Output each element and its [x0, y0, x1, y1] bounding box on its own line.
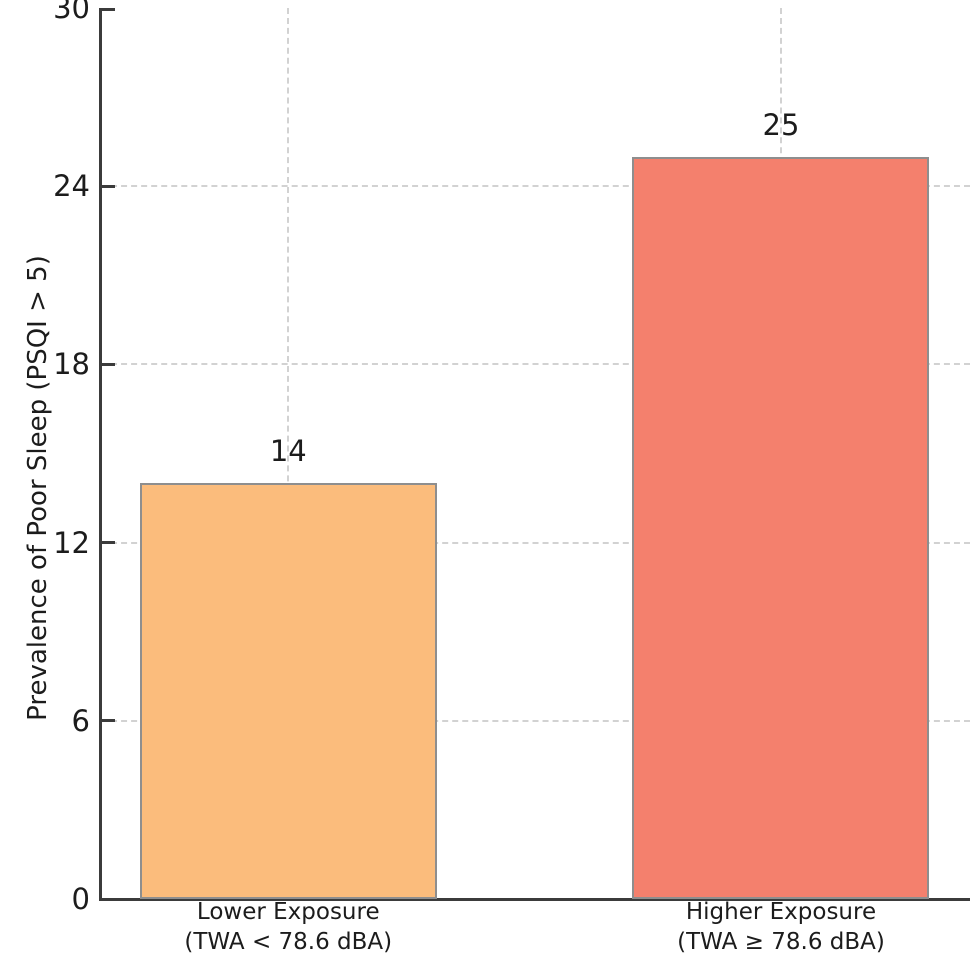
bar-higher-exposure [632, 156, 930, 899]
gridline-y-24 [101, 185, 970, 188]
x-tick-label-1: Lower Exposure (TWA < 78.6 dBA) [118, 897, 458, 957]
y-tick-label-0: 0 [71, 882, 90, 916]
gridline-y-12 [101, 541, 970, 544]
bar-value-label-2: 25 [762, 107, 800, 142]
y-tick-12 [101, 541, 115, 545]
x-tick-label-2: Higher Exposure (TWA ≥ 78.6 dBA) [611, 897, 951, 957]
y-tick-18 [101, 362, 115, 366]
x-tick-label-line1: Lower Exposure [196, 899, 380, 925]
x-tick-label-line2: (TWA ≥ 78.6 dBA) [677, 929, 885, 955]
gridline-x-category-1 [287, 8, 290, 899]
y-tick-label-30: 30 [53, 0, 90, 25]
y-tick-0 [101, 897, 115, 901]
x-axis-line [99, 898, 970, 901]
gridline-y-18 [101, 363, 970, 366]
gridline-y-6 [101, 719, 970, 722]
y-tick-label-6: 6 [71, 703, 90, 738]
x-tick-label-line1: Higher Exposure [685, 899, 877, 925]
plot-area: 0 6 12 18 24 30 14 25 [53, 0, 970, 916]
y-axis-line [99, 8, 102, 900]
y-axis-label: Prevalence of Poor Sleep (PSQI > 5) [23, 255, 53, 721]
x-tick-label-line2: (TWA < 78.6 dBA) [184, 929, 393, 955]
y-tick-label-12: 12 [53, 525, 90, 560]
y-tick-6 [101, 719, 115, 723]
y-tick-label-24: 24 [53, 169, 90, 204]
y-tick-label-18: 18 [53, 347, 90, 382]
bar-lower-exposure [139, 483, 437, 899]
y-tick-24 [101, 184, 115, 188]
bar-value-label-1: 14 [269, 434, 307, 469]
y-tick-30 [101, 8, 115, 11]
